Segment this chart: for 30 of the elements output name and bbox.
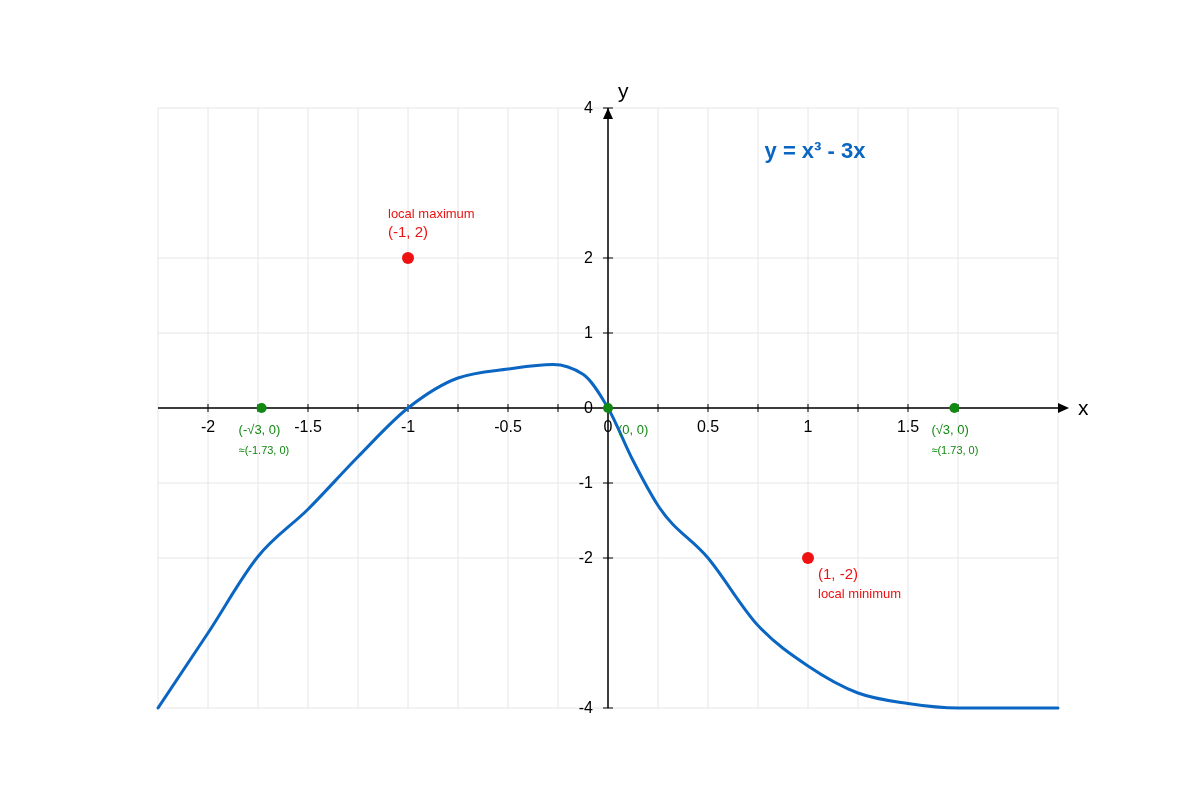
y-tick-label: -2 <box>578 549 594 566</box>
annotation: ≈(-1.73, 0) <box>238 444 290 456</box>
annotation: (√3, 0) <box>931 422 969 437</box>
x-tick-label: -1.5 <box>294 418 322 435</box>
text: y = x³ - 3x <box>764 138 867 163</box>
point <box>603 403 613 413</box>
annotation: ≈(1.73, 0) <box>931 444 979 456</box>
annotation: local minimum <box>818 586 902 601</box>
y-tick-label: -4 <box>578 699 594 716</box>
annotation: local maximum <box>388 206 475 221</box>
x-tick-label: 1.5 <box>896 418 920 435</box>
x-axis-title: x <box>1078 396 1089 419</box>
annotation: (-√3, 0) <box>238 422 281 437</box>
annotation: (-1, 2) <box>388 223 429 240</box>
point <box>949 403 960 413</box>
y-tick-label: 2 <box>584 249 594 266</box>
x-tick-label: 0.5 <box>696 418 720 435</box>
point <box>402 252 414 264</box>
y-tick-label: 1 <box>584 324 594 341</box>
point <box>802 552 814 564</box>
x-tick-label: 1 <box>803 418 813 435</box>
point <box>256 403 267 413</box>
x-tick-label: -0.5 <box>494 418 522 435</box>
y-tick-label: -1 <box>578 474 594 491</box>
y-axis-title: y <box>618 79 629 102</box>
x-tick-label: -2 <box>200 418 216 435</box>
annotation: (1, -2) <box>818 565 859 582</box>
annotation: (0, 0) <box>618 422 649 437</box>
y-tick-label: 4 <box>584 99 594 116</box>
x-tick-label: -1 <box>400 418 416 435</box>
